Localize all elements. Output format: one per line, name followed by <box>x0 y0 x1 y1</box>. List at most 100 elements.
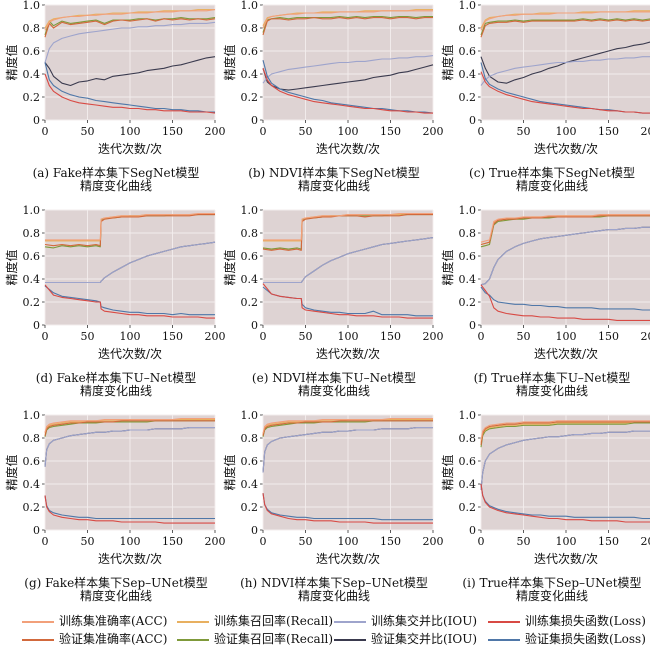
series-line-train-acc <box>263 212 433 241</box>
y-tick-label: 0.8 <box>459 432 477 445</box>
y-tick-label: 0.2 <box>23 91 41 104</box>
y-tick-label: 0.2 <box>459 501 477 514</box>
chart-panel-c: 0 0.2 0.4 0.6 0.8 1.0 0 50 100 150 200 迭代次数/次 精度值 (c)… <box>440 0 650 205</box>
series-line-val-recall <box>480 422 650 448</box>
series-line-train-loss <box>480 71 650 114</box>
x-tick-label: 0 <box>42 125 49 138</box>
y-tick-label: 0.4 <box>23 273 41 286</box>
x-tick-label: 200 <box>423 535 444 548</box>
x-tick-label: 100 <box>556 535 577 548</box>
series-line-val-loss <box>44 285 215 316</box>
series-line-train-acc <box>480 214 650 243</box>
legend-swatch <box>177 639 209 641</box>
x-tick-label: 50 <box>517 330 531 343</box>
series-line-train-iou <box>480 56 650 86</box>
caption-line-1: (e) NDVI样本集下U–Net模型 <box>251 371 417 385</box>
legend-swatch <box>488 639 520 641</box>
caption-line-2: 精度变化曲线 <box>297 589 370 603</box>
x-tick-label: 150 <box>598 330 619 343</box>
legend-label: 验证集召回率(Recall) <box>214 632 334 646</box>
series-line-train-iou <box>262 427 433 473</box>
series-line-train-loss <box>262 68 433 114</box>
x-tick-label: 100 <box>338 125 359 138</box>
series-line-val-iou <box>480 41 650 84</box>
series-line-train-recall <box>480 421 650 443</box>
series-line-val-recall <box>262 15 433 33</box>
series-line-val-acc <box>44 420 215 436</box>
panel-caption: (a) Fake样本集下SegNet模型 精度变化曲线 <box>8 167 224 193</box>
x-tick-label: 0 <box>42 330 49 343</box>
y-tick-label: 0.8 <box>23 22 41 35</box>
x-tick-label: 200 <box>641 535 650 548</box>
y-tick-label: 0 <box>251 524 258 537</box>
series-line-train-loss <box>262 493 433 524</box>
y-tick-label: 1.0 <box>241 409 259 422</box>
chart-panel-d: 0 0.2 0.4 0.6 0.8 1.0 0 50 100 150 200 迭代次数/次 精度值 (d)… <box>4 204 226 410</box>
line-chart: 0 0.2 0.4 0.6 0.8 1.0 0 50 100 150 200 迭代次数/次 精度值 <box>440 409 650 566</box>
y-tick-label: 0.8 <box>241 227 259 240</box>
y-axis-label: 精度值 <box>4 454 19 490</box>
y-tick-label: 0 <box>251 319 258 332</box>
x-tick-label: 200 <box>641 125 650 138</box>
x-tick-label: 50 <box>299 535 313 548</box>
x-tick-label: 50 <box>81 535 95 548</box>
panel-caption: (h) NDVI样本集下Sep–UNet模型 精度变化曲线 <box>226 577 442 603</box>
series-line-val-acc <box>262 420 433 436</box>
chart-panel-i: 0 0.2 0.4 0.6 0.8 1.0 0 50 100 150 200 迭代次数/次 精度值 (i)… <box>440 409 650 615</box>
caption-line-1: (c) True样本集下SegNet模型 <box>469 166 635 180</box>
x-axis-label: 迭代次数/次 <box>534 551 598 566</box>
caption-line-1: (f) True样本集下U–Net模型 <box>473 371 631 385</box>
series-line-val-acc <box>480 215 650 246</box>
x-tick-label: 50 <box>517 125 531 138</box>
series-line-train-iou <box>263 237 434 284</box>
caption-line-2: 精度变化曲线 <box>79 589 152 603</box>
caption-line-2: 精度变化曲线 <box>79 384 152 398</box>
panel-caption: (i) True样本集下Sep–UNet模型 精度变化曲线 <box>444 577 650 603</box>
caption-line-2: 精度变化曲线 <box>79 179 152 193</box>
series-line-train-iou <box>45 241 216 284</box>
series-line-train-acc <box>44 9 216 31</box>
line-chart: 0 0.2 0.4 0.6 0.8 1.0 0 50 100 150 200 迭代次数/次 精度值 <box>222 409 444 566</box>
legend-swatch <box>334 639 366 641</box>
legend-swatch <box>334 621 366 623</box>
x-tick-label: 150 <box>162 125 183 138</box>
y-tick-label: 0 <box>469 524 476 537</box>
caption-line-2: 精度变化曲线 <box>515 384 588 398</box>
y-tick-label: 0.6 <box>23 455 41 468</box>
caption-line-2: 精度变化曲线 <box>297 179 370 193</box>
x-tick-label: 50 <box>81 330 95 343</box>
chart-panel-b: 0 0.2 0.4 0.6 0.8 1.0 0 50 100 150 200 迭代次数/次 精度值 (b)… <box>222 0 444 205</box>
x-tick-label: 150 <box>380 330 401 343</box>
x-tick-label: 50 <box>517 535 531 548</box>
y-tick-label: 0.2 <box>459 91 477 104</box>
x-tick-label: 100 <box>556 330 577 343</box>
y-tick-label: 0.2 <box>23 501 41 514</box>
y-tick-label: 1.0 <box>241 204 259 217</box>
series-line-val-acc <box>44 18 216 38</box>
legend: 训练集准确率(ACC) 训练集召回率(Recall) 训练集交并比(IOU) 训… <box>0 614 650 649</box>
y-tick-label: 0.2 <box>241 296 259 309</box>
y-tick-label: 1.0 <box>23 204 41 217</box>
x-tick-label: 0 <box>478 535 485 548</box>
y-tick-label: 1.0 <box>459 409 477 422</box>
x-tick-label: 100 <box>556 125 577 138</box>
series-line-train-loss <box>480 483 650 523</box>
caption-line-1: (h) NDVI样本集下Sep–UNet模型 <box>240 576 428 590</box>
x-tick-label: 0 <box>260 125 267 138</box>
y-tick-label: 0 <box>33 114 40 127</box>
legend-swatch <box>22 621 54 623</box>
x-tick-label: 50 <box>299 125 313 138</box>
panel-caption: (g) Fake样本集下Sep–UNet模型 精度变化曲线 <box>8 577 224 603</box>
y-tick-label: 0.6 <box>23 45 41 58</box>
caption-line-2: 精度变化曲线 <box>515 589 588 603</box>
legend-label: 验证集损失函数(Loss) <box>525 632 646 646</box>
y-tick-label: 0.6 <box>241 250 259 263</box>
y-tick-label: 1.0 <box>459 0 477 12</box>
y-tick-label: 0.2 <box>241 91 259 104</box>
line-chart: 0 0.2 0.4 0.6 0.8 1.0 0 50 100 150 200 迭代次数/次 精度值 <box>4 409 226 566</box>
caption-line-2: 精度变化曲线 <box>297 384 370 398</box>
line-chart: 0 0.2 0.4 0.6 0.8 1.0 0 50 100 150 200 迭代次数/次 精度值 <box>4 0 226 156</box>
y-tick-label: 1.0 <box>241 0 259 12</box>
panel-caption: (d) Fake样本集下U–Net模型 精度变化曲线 <box>8 372 224 398</box>
